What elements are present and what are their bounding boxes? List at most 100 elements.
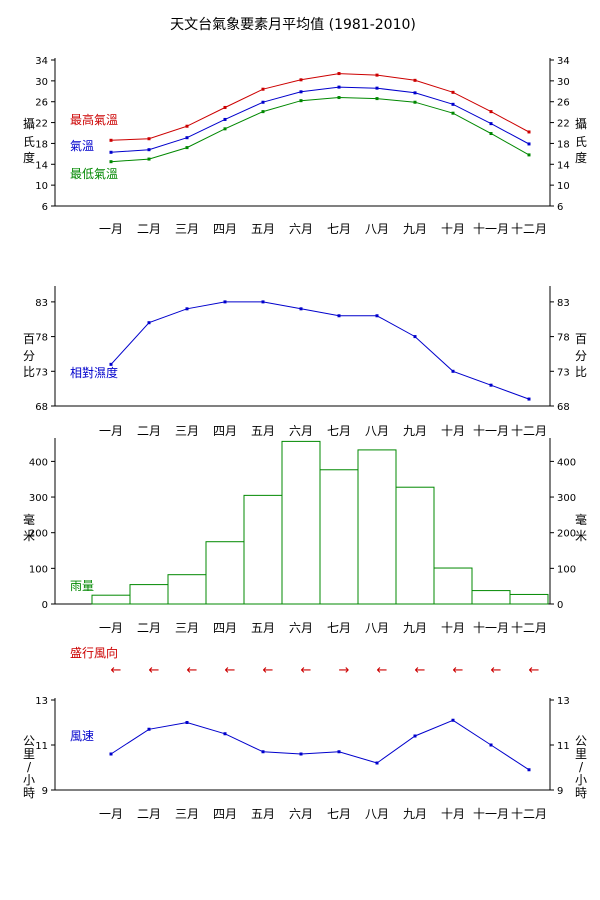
data-point	[147, 727, 151, 731]
month-label: 六月	[289, 807, 313, 821]
month-label: 九月	[403, 807, 427, 821]
month-label: 七月	[327, 621, 351, 635]
plot-panel-2: 68 68 73 73 78 78 83 83 一月 二月 三月 四月 五月 六月 七月 八月 九月 十月 十一月十…	[23, 286, 587, 438]
data-point	[299, 90, 303, 94]
month-label: 六月	[289, 222, 313, 236]
data-point	[413, 734, 417, 738]
wind-arrow: ←	[149, 663, 160, 678]
y-axis-label-char: 時	[575, 786, 587, 800]
month-label: 五月	[251, 222, 275, 236]
y-tick-label-left: 18	[35, 139, 48, 150]
data-point	[223, 105, 227, 109]
y-tick-label-left: 22	[35, 119, 48, 130]
month-label: 七月	[327, 222, 351, 236]
month-label: 十一月	[473, 424, 509, 438]
series-label: 最高氣溫	[70, 112, 118, 127]
y-axis-label-char: 毫	[23, 512, 35, 527]
month-label: 十一月	[473, 621, 509, 635]
y-tick-label-right: 0	[557, 600, 563, 611]
series-label: 氣溫	[70, 139, 94, 153]
y-axis-label-left: 公里/小時	[23, 734, 35, 800]
month-label: 二月	[137, 807, 161, 821]
data-point	[223, 127, 227, 131]
month-label: 一月	[99, 621, 123, 635]
y-tick-label-left: 6	[42, 202, 48, 213]
data-point	[185, 136, 189, 140]
data-point	[451, 102, 455, 106]
data-point	[109, 362, 113, 366]
month-label: 五月	[251, 424, 275, 438]
plot-panel-1: 6 6 10 10 14 14 18 18 22 22 26 26 30 30 34 34 一月 二月 三月 四月 五月…	[23, 56, 587, 236]
data-point	[109, 150, 113, 154]
series-label: 最低氣溫	[70, 167, 118, 181]
y-axis-label-char: 百	[575, 332, 587, 346]
y-axis-label-right: 百分比	[575, 332, 587, 379]
y-axis-label-char: 公	[575, 734, 587, 748]
y-tick-label-right: 22	[557, 119, 570, 130]
data-point	[489, 122, 493, 126]
data-point	[147, 137, 151, 141]
y-axis-label-char: /	[27, 760, 32, 774]
bar	[319, 469, 359, 605]
y-axis-label-char: 時	[23, 786, 35, 800]
data-point	[299, 752, 303, 756]
y-axis-label-char: 攝	[575, 116, 587, 131]
month-label: 十一月	[473, 222, 509, 236]
y-tick-label-right: 26	[557, 98, 570, 109]
y-axis-label-left: 毫米	[23, 512, 35, 543]
data-point	[147, 321, 151, 325]
y-axis-label-char: 比	[575, 365, 587, 379]
y-tick-label-left: 100	[29, 564, 48, 575]
month-label: 六月	[289, 621, 313, 635]
data-point	[223, 732, 227, 736]
month-label: 一月	[99, 424, 123, 438]
y-axis-label-right: 毫米	[575, 512, 587, 543]
wind-arrow: ←	[415, 663, 426, 678]
y-tick-label-left: 68	[35, 402, 48, 413]
month-label: 八月	[365, 807, 389, 821]
y-axis-label-right: 攝氏度	[575, 116, 587, 165]
bar	[395, 486, 435, 605]
bar	[205, 541, 245, 605]
y-axis-label-char: 氏	[23, 135, 35, 149]
data-point	[185, 146, 189, 150]
y-axis-label-char: 米	[23, 529, 35, 543]
month-label: 五月	[251, 807, 275, 821]
wind-direction-label: 盛行風向	[70, 645, 118, 660]
y-tick-label-right: 11	[557, 741, 570, 752]
data-point	[413, 335, 417, 339]
y-axis-label-right: 公里/小時	[575, 734, 587, 800]
data-point	[337, 314, 341, 318]
month-label: 十月	[441, 621, 465, 635]
data-point	[527, 153, 531, 157]
data-point	[261, 110, 265, 114]
data-point	[527, 768, 531, 772]
y-tick-label-right: 6	[557, 202, 563, 213]
data-point	[337, 72, 341, 76]
data-point	[185, 124, 189, 128]
y-tick-label-right: 13	[557, 696, 570, 707]
y-axis-label-char: 分	[23, 349, 35, 363]
data-point	[223, 300, 227, 304]
wind-arrow: ←	[187, 663, 198, 678]
bar	[433, 567, 473, 605]
data-point	[413, 100, 417, 104]
data-point	[489, 383, 493, 387]
data-point	[413, 91, 417, 95]
bar	[357, 449, 397, 605]
data-point	[147, 148, 151, 152]
y-axis-label-char: 小	[23, 773, 35, 787]
data-point	[109, 160, 113, 164]
y-tick-label-right: 18	[557, 139, 570, 150]
series-line	[110, 719, 530, 771]
wind-arrow: ←	[111, 663, 122, 678]
wind-arrow: ←	[225, 663, 236, 678]
data-point	[185, 307, 189, 311]
y-tick-label-left: 83	[35, 298, 48, 309]
y-tick-label-left: 26	[35, 98, 48, 109]
data-point	[451, 718, 455, 722]
wind-arrow: ←	[529, 663, 540, 678]
